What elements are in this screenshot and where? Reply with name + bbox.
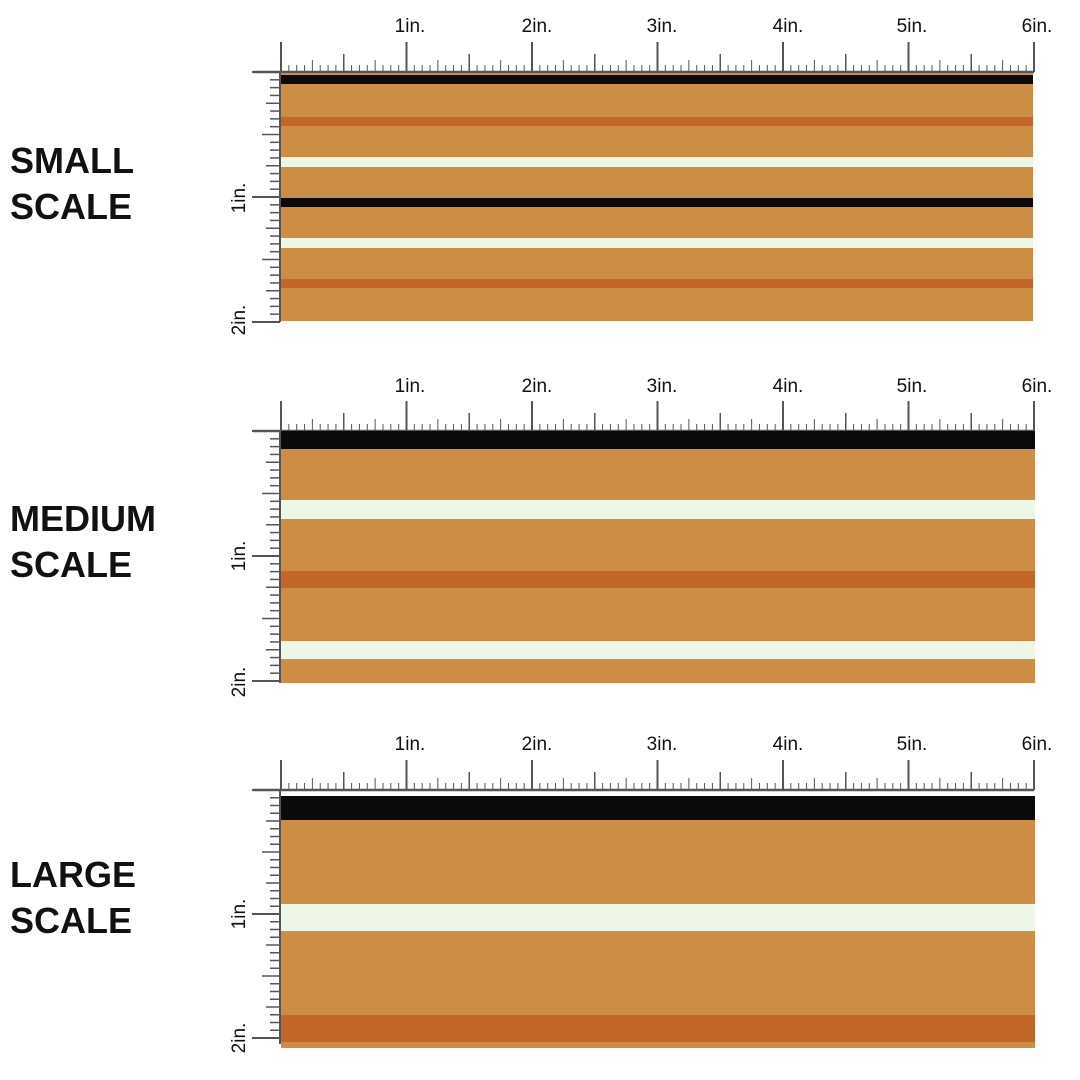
ruler-top-label-4: 4in.	[772, 734, 804, 755]
ruler-top-label-5: 5in.	[896, 16, 928, 37]
ruler-top-label-4: 4in.	[772, 16, 804, 37]
ruler-top-label-3: 3in.	[646, 376, 678, 397]
stripe-orange	[281, 279, 1033, 289]
ruler-top-label-2: 2in.	[521, 734, 553, 755]
ruler-side-label-1: 1in.	[229, 540, 250, 572]
stripe-cream	[281, 237, 1033, 248]
ruler-side-label-2: 2in.	[229, 666, 250, 698]
stripe-orange	[281, 570, 1035, 589]
scale-label-line2: SCALE	[10, 900, 133, 941]
ruler-top-label-6: 6in.	[1021, 376, 1053, 397]
stripe-black	[281, 198, 1033, 207]
panel-medium-scale: MEDIUM SCALE 1in. 2in. 3in. 4in. 5in. 6i…	[0, 360, 1080, 700]
scale-label-line1: MEDIUM	[10, 498, 156, 539]
ruler-top-label-5: 5in.	[896, 734, 928, 755]
ruler-top-label-1: 1in.	[394, 16, 426, 37]
scale-label-line2: SCALE	[10, 544, 133, 585]
scale-label-line1: LARGE	[10, 854, 136, 895]
stripe-black	[281, 431, 1035, 449]
scale-label: MEDIUM SCALE	[10, 496, 156, 588]
ruler-side-label-2: 2in.	[229, 304, 250, 336]
stripe-orange	[281, 1015, 1035, 1042]
ruler-side-label-2: 2in.	[229, 1022, 250, 1054]
ruler-top-label-6: 6in.	[1021, 734, 1053, 755]
scale-label: LARGE SCALE	[10, 852, 136, 944]
ruler-top-label-3: 3in.	[646, 734, 678, 755]
stripe-cream	[281, 157, 1033, 168]
stripe-orange	[281, 116, 1033, 126]
scale-label-line2: SCALE	[10, 186, 133, 227]
panel-large-scale: LARGE SCALE 1in. 2in. 3in. 4in. 5in. 6in…	[0, 718, 1080, 1058]
ruler-top-label-2: 2in.	[521, 376, 553, 397]
ruler-top-label-1: 1in.	[394, 734, 426, 755]
stripe-black	[281, 796, 1035, 820]
scale-label: SMALL SCALE	[10, 138, 134, 230]
ruler-top-label-4: 4in.	[772, 376, 804, 397]
ruler-large	[252, 760, 1035, 1044]
fabric-swatch-large	[281, 796, 1035, 1048]
ruler-top-label-2: 2in.	[521, 16, 553, 37]
ruler-side-label-1: 1in.	[229, 182, 250, 214]
fabric-swatch-small	[281, 73, 1033, 321]
ruler-top-label-1: 1in.	[394, 376, 426, 397]
scale-label-line1: SMALL	[10, 140, 134, 181]
stripe-black	[281, 75, 1033, 85]
ruler-top-label-5: 5in.	[896, 376, 928, 397]
ruler-side-label-1: 1in.	[229, 898, 250, 930]
fabric-swatch-medium	[281, 431, 1035, 683]
stripe-cream	[281, 641, 1035, 660]
panel-small-scale: SMALL SCALE 1in. 2in. 3in. 4in. 5in. 6in…	[0, 0, 1080, 340]
ruler-top-label-3: 3in.	[646, 16, 678, 37]
stripe-cream	[281, 904, 1035, 931]
ruler-top-label-6: 6in.	[1021, 16, 1053, 37]
stripe-cream	[281, 500, 1035, 520]
ruler-small	[252, 42, 1035, 323]
